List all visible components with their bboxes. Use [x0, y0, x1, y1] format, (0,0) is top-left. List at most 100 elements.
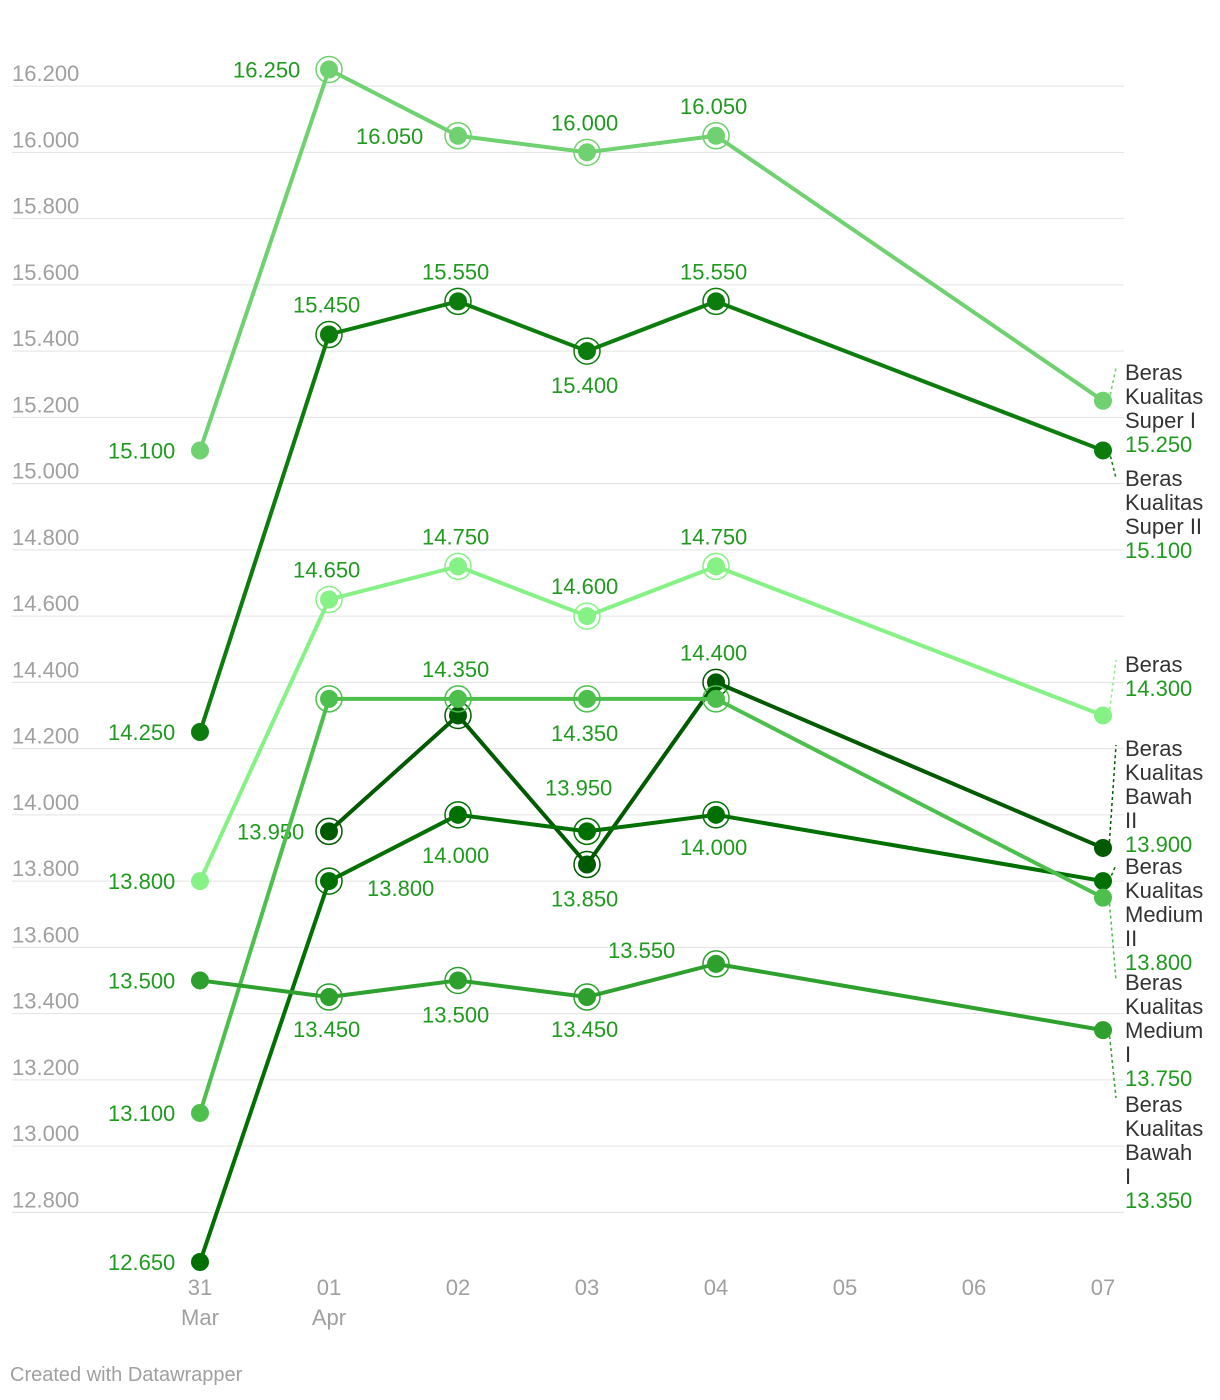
data-point-ring: [702, 801, 730, 829]
data-label: 13.800: [108, 869, 175, 894]
data-point: [320, 872, 338, 891]
data-point: [707, 805, 725, 824]
footer-credit: Created with Datawrapper: [10, 1364, 243, 1386]
data-point-ring: [315, 867, 343, 895]
series-line: [198, 564, 1104, 882]
data-label: 13.950: [237, 819, 304, 844]
data-point-ring: [444, 685, 472, 713]
data-point: [578, 689, 596, 708]
data-point: [449, 126, 467, 145]
data-point: [578, 143, 596, 162]
series-name: II: [1125, 808, 1137, 833]
data-point: [449, 706, 467, 725]
data-label: 14.750: [680, 524, 747, 549]
data-point-ring: [573, 685, 601, 713]
data-point: [578, 855, 596, 874]
data-label: 13.500: [422, 1002, 489, 1027]
y-tick-label: 15.800: [12, 194, 79, 219]
series-name: Super I: [1125, 408, 1196, 433]
data-label: 15.550: [680, 259, 747, 284]
data-point: [191, 872, 209, 891]
y-tick-label: 13.400: [12, 989, 79, 1014]
series-name: Super II: [1125, 514, 1202, 539]
y-tick-label: 15.400: [12, 326, 79, 351]
data-point: [707, 673, 725, 692]
series-end-value: 15.250: [1125, 432, 1192, 457]
data-point-ring: [315, 320, 343, 349]
data-point-ring: [702, 552, 730, 581]
data-point: [1094, 888, 1112, 907]
data-point: [1094, 838, 1112, 857]
series-end-value: 13.350: [1125, 1188, 1192, 1213]
y-tick-label: 14.800: [12, 525, 79, 550]
data-label: 14.000: [422, 843, 489, 868]
data-point: [320, 822, 338, 841]
data-label: 14.650: [293, 558, 360, 583]
x-tick-month: Apr: [312, 1305, 346, 1330]
data-label: 14.000: [680, 835, 747, 860]
y-tick-label: 13.800: [12, 856, 79, 881]
data-point-ring: [573, 983, 601, 1011]
data-point: [191, 971, 209, 990]
data-label: 13.550: [608, 938, 675, 963]
data-label: 13.450: [551, 1017, 618, 1042]
y-tick-label: 14.200: [12, 724, 79, 749]
data-point-ring: [444, 552, 472, 581]
data-point: [191, 1253, 209, 1271]
data-point-ring: [573, 817, 601, 846]
y-tick-label: 15.200: [12, 392, 79, 417]
x-tick-label: 06: [962, 1275, 986, 1300]
x-tick-month: Mar: [181, 1305, 219, 1330]
series-name: Beras: [1125, 1092, 1182, 1117]
label-connector: [1108, 1030, 1117, 1099]
data-point: [191, 441, 209, 460]
series-name: Bawah: [1125, 784, 1192, 809]
data-point: [320, 689, 338, 708]
data-label: 16.000: [551, 110, 618, 135]
data-point-ring: [444, 966, 472, 995]
series-name: Beras: [1125, 466, 1182, 491]
series-name: I: [1125, 1042, 1131, 1067]
data-point: [191, 723, 209, 741]
series-name: Beras: [1125, 652, 1182, 677]
data-point: [707, 292, 725, 311]
data-point-ring: [573, 138, 601, 167]
data-point-ring: [315, 983, 343, 1011]
data-point-ring: [573, 850, 601, 879]
series-line: [198, 67, 1105, 452]
data-label: 14.350: [422, 657, 489, 682]
data-point-ring: [702, 685, 730, 713]
data-point-ring: [444, 122, 472, 150]
y-tick-label: 14.000: [12, 790, 79, 815]
series-name: Kualitas: [1125, 490, 1203, 515]
x-tick-label: 01: [317, 1275, 341, 1300]
data-label: 15.400: [551, 373, 618, 398]
series-end-value: 15.100: [1125, 538, 1192, 563]
data-point: [449, 292, 467, 311]
data-point: [449, 971, 467, 990]
label-connector: [1108, 450, 1117, 479]
data-point: [320, 325, 338, 344]
label-connector: [1108, 659, 1117, 716]
x-tick-label: 05: [833, 1275, 857, 1300]
data-label: 13.500: [108, 968, 175, 993]
series-name: Medium: [1125, 1018, 1203, 1043]
data-label: 13.800: [367, 876, 434, 901]
data-point-ring: [702, 122, 730, 150]
data-point: [449, 689, 467, 708]
label-connector: [1108, 897, 1117, 981]
data-point: [578, 607, 596, 626]
series-end-value: 13.750: [1125, 1066, 1192, 1091]
data-label: 16.050: [356, 124, 423, 149]
data-point: [1094, 441, 1112, 460]
data-label: 13.950: [545, 775, 612, 800]
data-point: [320, 590, 338, 609]
data-label: 16.250: [233, 58, 300, 83]
data-label: 13.850: [551, 887, 618, 912]
y-tick-label: 15.000: [12, 459, 79, 484]
label-connector: [1108, 864, 1117, 882]
series-name: Kualitas: [1125, 1116, 1203, 1141]
data-point: [707, 954, 725, 973]
x-tick-label: 02: [446, 1275, 470, 1300]
data-point: [320, 988, 338, 1006]
